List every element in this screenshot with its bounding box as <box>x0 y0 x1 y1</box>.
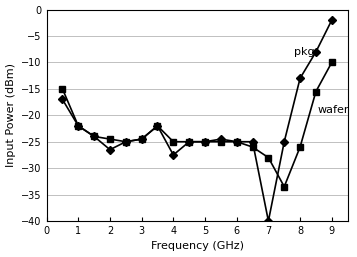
Text: wafer: wafer <box>317 105 349 115</box>
X-axis label: Frequency (GHz): Frequency (GHz) <box>151 241 243 251</box>
Y-axis label: Input Power (dBm): Input Power (dBm) <box>6 63 16 167</box>
Text: pkg: pkg <box>294 47 315 57</box>
